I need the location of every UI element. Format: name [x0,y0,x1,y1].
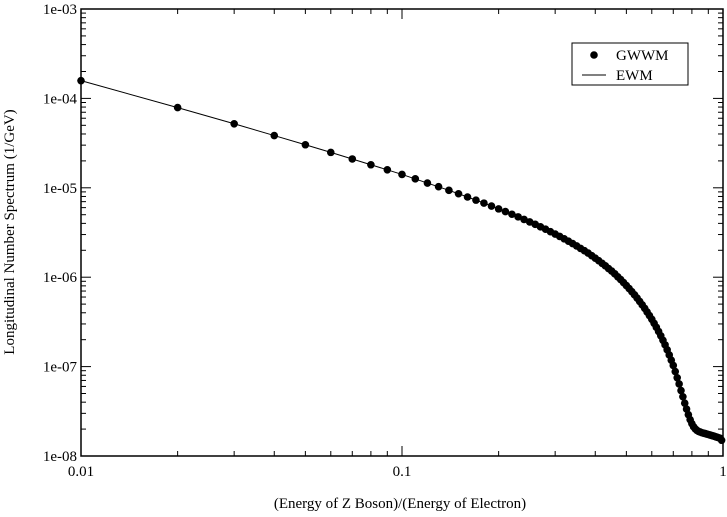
gwwm-point [675,380,683,388]
x-tick-label: 0.01 [68,464,94,480]
gwwm-point [454,189,463,198]
gwwm-point [679,392,687,401]
gwwm-point [508,210,516,219]
gwwm-series [77,76,726,445]
x-tick-label: 1 [719,464,727,480]
gwwm-point [173,103,182,112]
y-tick-label: 1e-08 [43,449,77,465]
x-tick-label: 0.1 [393,464,412,480]
gwwm-point [348,155,357,163]
gwwm-point [669,361,678,370]
gwwm-point [411,175,420,183]
gwwm-point [717,436,726,445]
gwwm-point [423,179,432,187]
gwwm-point [494,205,503,213]
gwwm-point [301,140,310,149]
gwwm-point [501,207,510,216]
gwwm-point [445,186,453,195]
legend-box [571,42,689,86]
legend-label-ewm: EWM [616,68,653,84]
gwwm-point [270,131,279,140]
gwwm-point [514,213,522,221]
gwwm-point [367,160,375,169]
y-tick-label: 1e-05 [43,181,77,197]
gwwm-point [463,193,472,201]
legend-marker-gwwm [590,51,598,59]
gwwm-point [680,399,689,407]
gwwm-point [326,148,335,157]
gwwm-point [230,119,238,128]
legend-label-gwwm: GWWM [616,48,669,64]
ewm-line [80,80,723,441]
gwwm-point [520,215,528,224]
y-tick-label: 1e-04 [43,91,78,107]
gwwm-point [434,182,443,191]
gwwm-point [487,202,496,210]
gwwm-point [480,199,488,207]
gwwm-point [671,367,680,376]
y-tick-label: 1e-07 [43,360,78,376]
x-axis-label: (Energy of Z Boson)/(Energy of Electron) [274,496,526,512]
gwwm-point [673,373,681,382]
y-tick-label: 1e-06 [43,270,78,286]
gwwm-point [398,170,406,179]
y-axis-label: Longitudinal Number Spectrum (1/GeV) [2,109,18,354]
y-tick-label: 1e-03 [43,2,77,18]
gwwm-point [472,196,480,204]
ewm-series [80,80,723,441]
gwwm-point [677,386,685,395]
gwwm-point [383,166,392,174]
tick-labels: 0.01 0.1 1 1e-08 1e-07 1e-06 1e-05 1e-04 1e-03 [43,2,727,480]
plot-frame [80,8,724,457]
legend: GWWM EWM [571,42,689,86]
